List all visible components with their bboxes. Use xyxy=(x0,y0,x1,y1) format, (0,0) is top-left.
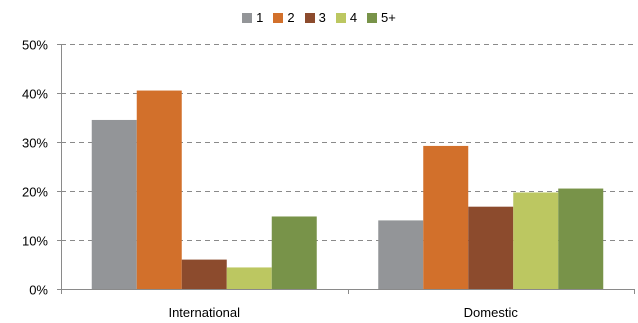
legend-swatch xyxy=(367,12,378,23)
legend-label: 4 xyxy=(349,10,358,25)
y-tick-label: 50% xyxy=(22,38,48,53)
bar-1-domestic xyxy=(378,220,424,289)
legend-item: 5+ xyxy=(367,10,396,25)
bar-5plus-domestic xyxy=(558,188,604,289)
legend-swatch xyxy=(335,12,346,23)
bar-2-international xyxy=(136,90,182,289)
legend-item: 4 xyxy=(335,10,358,25)
legend-swatch xyxy=(304,12,315,23)
bar-4-domestic xyxy=(513,192,559,289)
bar-2-domestic xyxy=(423,145,469,289)
legend: 1 2 3 4 5+ xyxy=(0,10,638,25)
bar-5plus-international xyxy=(271,216,317,289)
bar-4-international xyxy=(226,267,272,289)
x-tick-label: International xyxy=(168,305,240,320)
legend-item: 3 xyxy=(304,10,326,25)
legend-item: 1 xyxy=(242,10,263,25)
legend-label: 2 xyxy=(287,10,295,25)
legend-label: 1 xyxy=(256,10,264,25)
y-tick-label: 20% xyxy=(22,185,48,200)
bar-1-international xyxy=(91,119,137,289)
bar-3-international xyxy=(181,259,227,289)
y-tick-label: 40% xyxy=(22,87,48,102)
legend-label: 5+ xyxy=(381,10,396,25)
y-tick-label: 0% xyxy=(29,283,48,298)
bar-3-domestic xyxy=(468,206,514,289)
y-tick-label: 10% xyxy=(22,234,48,249)
legend-swatch xyxy=(242,12,253,23)
x-tick-label: Domestic xyxy=(464,305,519,320)
legend-label: 3 xyxy=(318,10,326,25)
y-tick-label: 30% xyxy=(22,136,48,151)
legend-swatch xyxy=(273,12,284,23)
legend-item: 2 xyxy=(273,10,295,25)
